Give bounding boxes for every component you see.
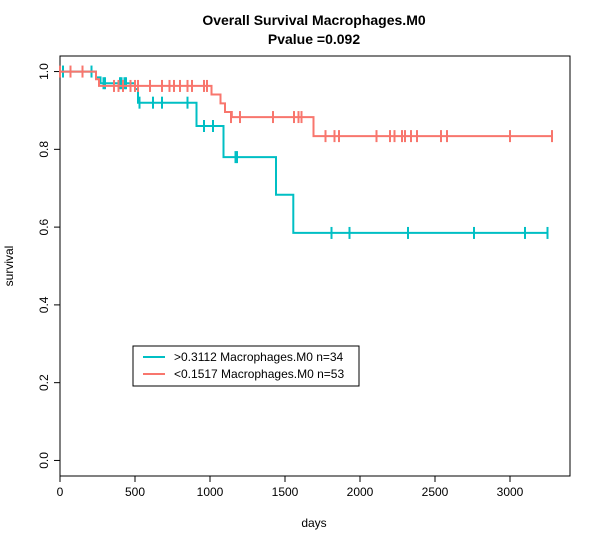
y-axis-label: survival [2, 246, 16, 287]
legend-label-high: >0.3112 Macrophages.M0 n=34 [174, 350, 344, 364]
legend-label-low: <0.1517 Macrophages.M0 n=53 [174, 367, 344, 381]
y-axis: 0.0 0.2 0.4 0.6 0.8 1.0 [37, 63, 60, 469]
y-tick-label: 0.2 [37, 374, 51, 391]
series-layer [59, 65, 553, 239]
y-tick-label: 0.4 [37, 296, 51, 313]
x-axis: 0 500 1000 1500 2000 2500 3000 [57, 476, 524, 499]
x-tick-label: 1000 [197, 485, 224, 499]
y-tick-label: 0.0 [37, 452, 51, 469]
y-tick-label: 1.0 [37, 63, 51, 80]
x-tick-label: 2500 [422, 485, 449, 499]
chart-title: Overall Survival Macrophages.M0 [202, 12, 426, 28]
legend-box [132, 345, 360, 387]
x-tick-label: 3000 [497, 485, 524, 499]
x-tick-label: 500 [125, 485, 145, 499]
chart-subtitle: Pvalue =0.092 [268, 31, 360, 47]
survival-curve [60, 70, 548, 234]
x-axis-label: days [301, 516, 326, 530]
x-tick-label: 2000 [347, 485, 374, 499]
survival-curve [60, 70, 552, 138]
x-tick-label: 1500 [272, 485, 299, 499]
y-tick-label: 0.6 [37, 218, 51, 235]
legend: >0.3112 Macrophages.M0 n=34 <0.1517 Macr… [132, 345, 360, 387]
series-1 [59, 65, 553, 143]
series-0 [59, 65, 549, 239]
x-tick-label: 0 [57, 485, 64, 499]
plot-frame [59, 55, 571, 477]
y-tick-label: 0.8 [37, 141, 51, 158]
